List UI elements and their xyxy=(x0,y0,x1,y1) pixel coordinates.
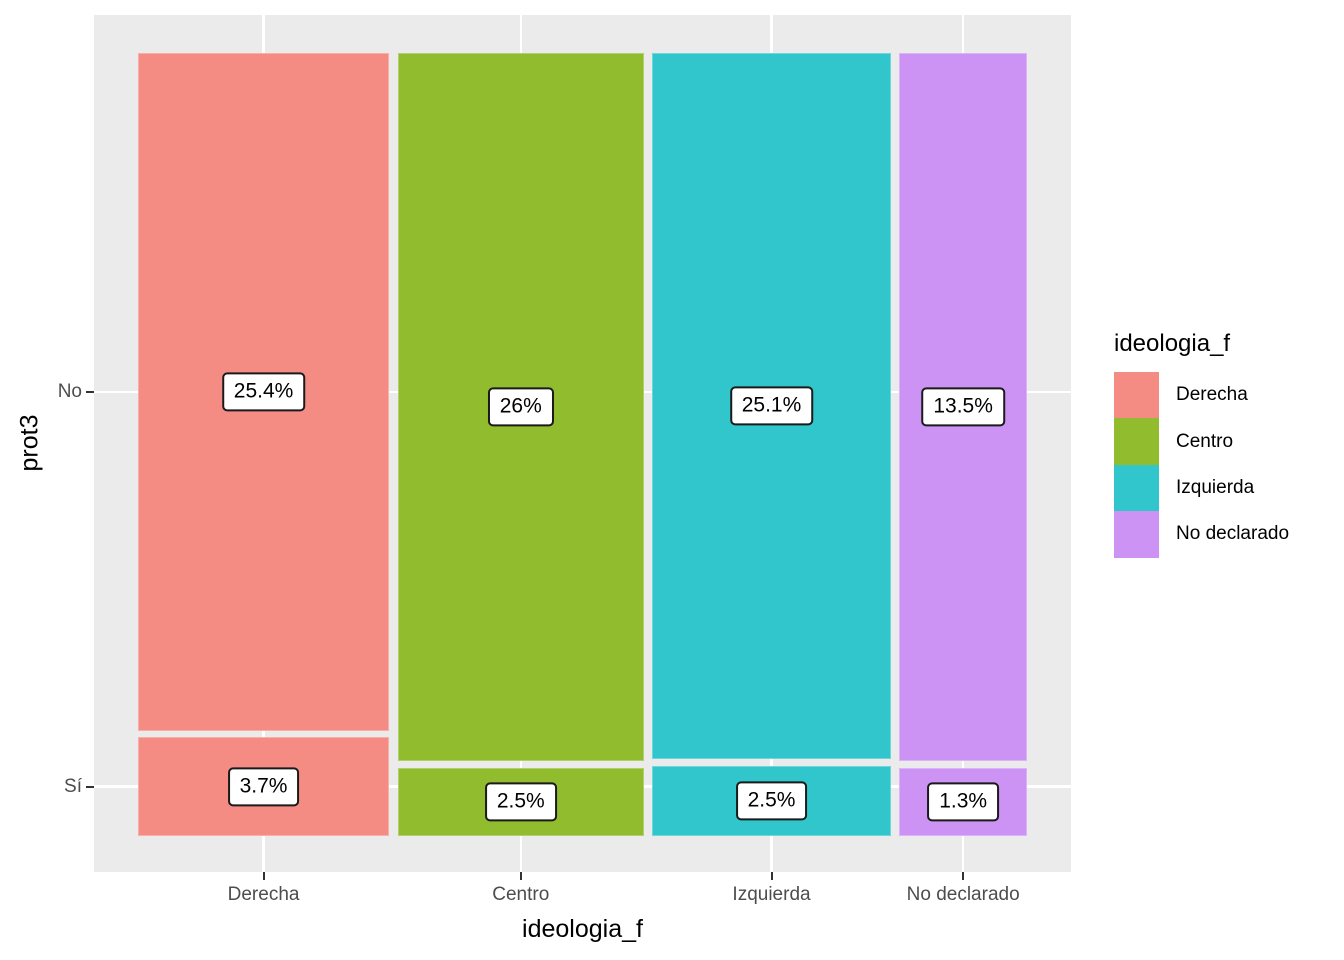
legend-entries: Derecha Centro Izquierda No declarado xyxy=(1114,372,1289,558)
plot-panel: 25.4% 3.7% 26% 2.5% 25.1% 2.5% 13.5% 1.3% xyxy=(94,15,1071,872)
x-axis-tick xyxy=(770,872,773,880)
cell-percent-label: 25.4% xyxy=(221,372,306,412)
legend-key-swatch xyxy=(1114,511,1159,558)
legend-key-swatch xyxy=(1114,464,1159,512)
legend-entry-label: Derecha xyxy=(1176,384,1248,406)
legend-entry-label: No declarado xyxy=(1176,523,1290,545)
x-axis-tick-label: Centro xyxy=(492,884,550,905)
legend-key-swatch xyxy=(1114,418,1159,465)
legend-entry-label: Centro xyxy=(1176,430,1234,452)
cell-percent-label: 26% xyxy=(487,387,554,427)
cell-percent-label: 1.3% xyxy=(927,782,1000,822)
cell-percent-label: 2.5% xyxy=(735,781,808,821)
cell-percent-label: 2.5% xyxy=(484,782,557,822)
x-axis-tick-label: Izquierda xyxy=(732,884,811,905)
legend: ideologia_f Derecha Centro Izquierda No dec… xyxy=(1114,330,1289,558)
legend-entry: Derecha xyxy=(1114,372,1289,419)
legend-entry: No declarado xyxy=(1114,511,1290,558)
x-axis-title: ideologia_f xyxy=(522,915,643,943)
y-axis-tick xyxy=(86,390,94,393)
y-axis-title: prot3 xyxy=(15,414,44,472)
x-axis-tick-label: No declarado xyxy=(906,884,1020,905)
legend-entry: Izquierda xyxy=(1114,464,1289,512)
legend-key-swatch xyxy=(1114,372,1159,419)
cell-percent-label: 3.7% xyxy=(227,766,300,807)
y-axis-tick-label: Sí xyxy=(64,775,82,797)
legend-entry-label: Izquierda xyxy=(1176,476,1255,498)
cell-percent-label: 13.5% xyxy=(921,387,1005,427)
x-axis-tick xyxy=(519,872,522,880)
y-axis-tick-label: No xyxy=(57,380,82,402)
mosaic-cell-si xyxy=(652,765,891,836)
cell-percent-label: 25.1% xyxy=(729,386,814,426)
legend-title: ideologia_f xyxy=(1114,330,1231,357)
x-axis-tick xyxy=(962,872,965,880)
y-axis-tick xyxy=(86,785,94,788)
x-axis-tick-label: Derecha xyxy=(227,884,300,905)
x-axis-tick xyxy=(262,872,265,880)
legend-entry: Centro xyxy=(1114,418,1289,465)
